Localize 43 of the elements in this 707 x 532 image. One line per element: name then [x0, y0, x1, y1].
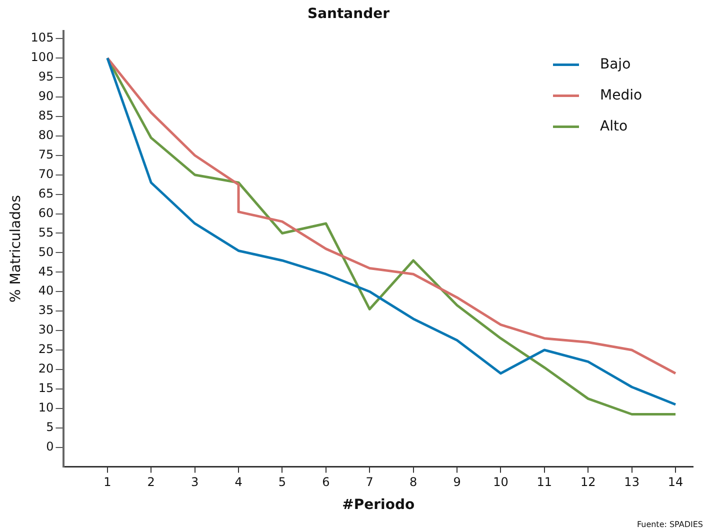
y-tick-label: 20: [38, 362, 54, 376]
x-tick-label: 8: [409, 475, 418, 490]
y-tick-label: 80: [38, 128, 54, 142]
y-tick-label: 0: [46, 439, 54, 454]
y-tick-label: 95: [38, 70, 54, 84]
y-tick-label: 70: [38, 166, 54, 181]
y-tick-label: 90: [38, 89, 54, 104]
legend-label: Bajo: [600, 56, 631, 72]
y-tick-label: 30: [38, 322, 54, 337]
y-tick-label: 40: [38, 284, 54, 298]
x-tick-label: 4: [234, 475, 242, 490]
y-tick-label: 10: [38, 400, 54, 415]
y-tick-label: 5: [46, 420, 54, 434]
x-tick-label: 13: [624, 475, 640, 490]
x-tick-label: 1: [104, 475, 112, 490]
y-tick-label: 60: [38, 206, 54, 220]
y-tick-label: 15: [38, 381, 54, 396]
y-tick-label: 50: [38, 244, 54, 259]
y-tick-label: 105: [30, 30, 54, 45]
y-tick-label: 25: [38, 342, 54, 356]
y-tick-label: 45: [38, 264, 54, 278]
legend-label: Alto: [600, 118, 628, 134]
y-tick-label: 100: [30, 50, 54, 64]
x-tick-label: 7: [366, 475, 374, 490]
x-tick-label: 5: [278, 475, 286, 490]
y-tick-label: 75: [38, 147, 54, 162]
y-axis-title: % Matriculados: [8, 195, 24, 302]
x-tick-label: 10: [493, 475, 508, 490]
y-tick-label: 55: [38, 225, 54, 240]
x-tick-label: 11: [536, 475, 552, 490]
x-tick-label: 2: [147, 475, 155, 490]
source-note: Fuente: SPADIES: [636, 520, 703, 530]
chart-title: Santander: [307, 6, 390, 22]
y-tick-label: 85: [38, 108, 54, 123]
x-tick-label: 3: [190, 475, 199, 490]
x-tick-label: 14: [668, 475, 684, 490]
y-tick-label: 35: [38, 303, 54, 318]
legend-label: Medio: [600, 87, 642, 104]
x-axis-title: #Periodo: [342, 497, 415, 514]
x-tick-label: 9: [453, 475, 461, 490]
x-tick-label: 6: [322, 475, 330, 490]
x-tick-label: 12: [580, 475, 596, 490]
y-tick-label: 65: [38, 186, 54, 200]
